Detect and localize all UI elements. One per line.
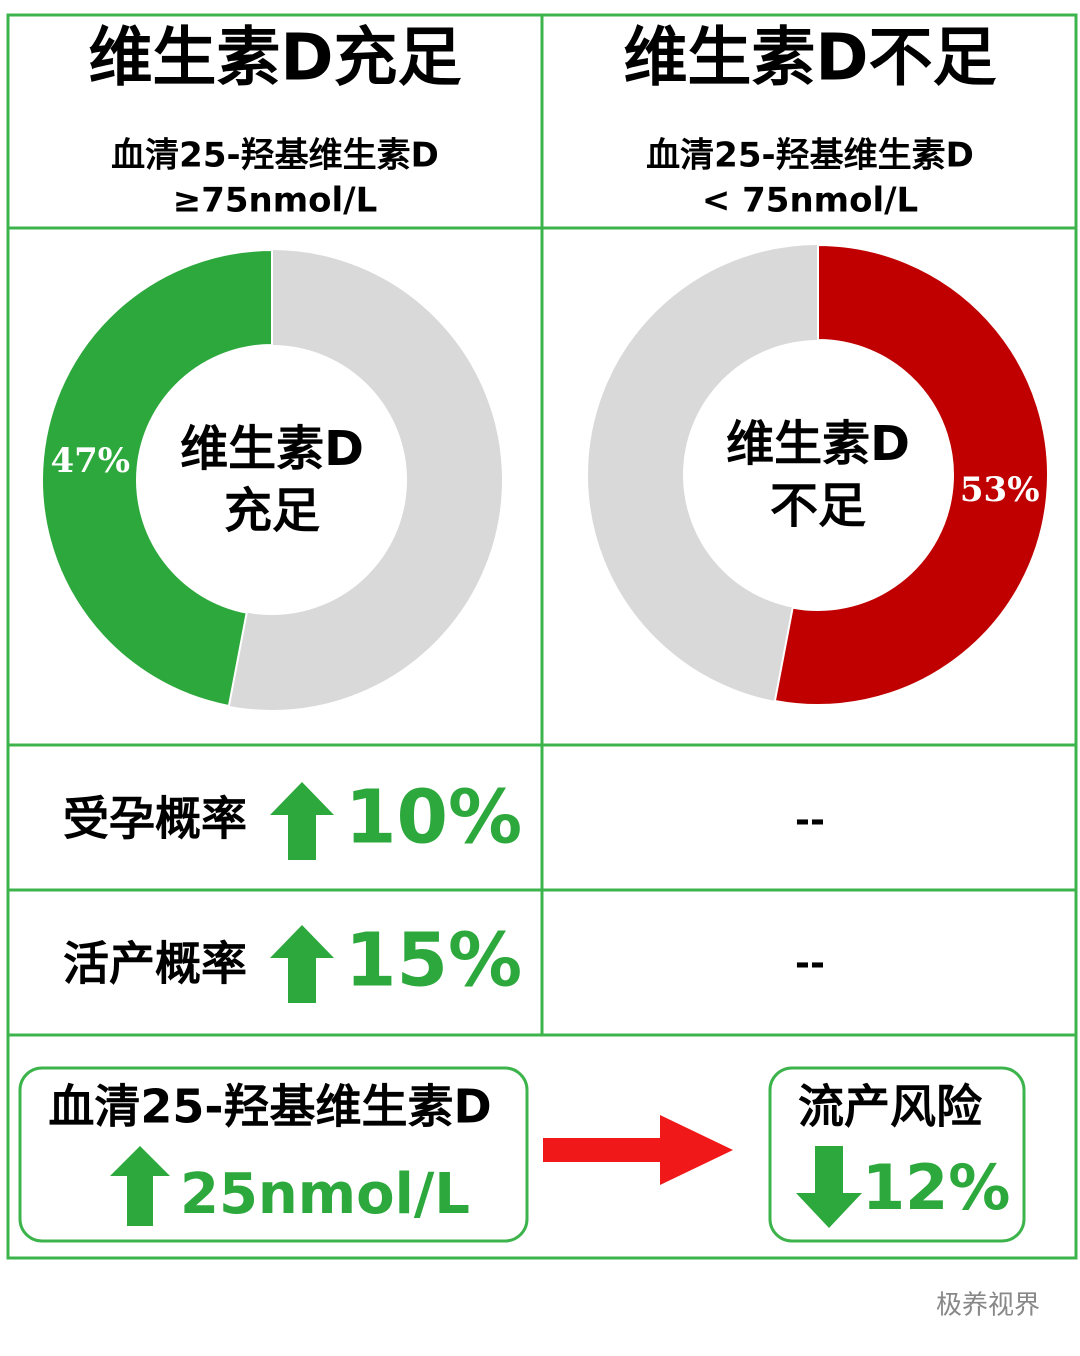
- watermark: 极养视界: [936, 1291, 1040, 1321]
- header-subtitle: 血清25-羟基维生素D: [111, 136, 439, 176]
- center-label: 维生素D: [180, 421, 364, 477]
- header-subtitle: ≥75nmol/L: [173, 181, 378, 221]
- donut-segment: [773, 243, 1049, 706]
- row-value: 10%: [345, 775, 522, 861]
- value-label: 47%: [50, 441, 130, 481]
- header-title: 维生素D充足: [88, 22, 461, 96]
- right-arrow: [543, 1115, 733, 1185]
- header-subtitle: < 75nmol/L: [702, 181, 918, 221]
- up-arrow: [270, 782, 334, 860]
- center-label: 维生素D: [726, 416, 910, 472]
- center-label: 充足: [224, 483, 320, 539]
- bottom-value: 25nmol/L: [180, 1162, 470, 1227]
- row-label: 活产概率: [63, 937, 247, 991]
- bottom-text: 流产风险: [798, 1080, 983, 1134]
- header-subtitle: 血清25-羟基维生素D: [646, 136, 974, 176]
- donut-segment: [41, 248, 273, 708]
- bottom-box: [768, 1066, 1026, 1243]
- up-arrow: [110, 1146, 170, 1226]
- row-other: --: [795, 943, 825, 984]
- row-other: --: [795, 800, 825, 841]
- down-arrow: [796, 1146, 862, 1228]
- bottom-text: 血清25-羟基维生素D: [48, 1080, 491, 1134]
- bottom-box: [18, 1066, 529, 1243]
- bottom-value: 12%: [862, 1151, 1010, 1224]
- header-title: 维生素D不足: [623, 22, 996, 96]
- up-arrow: [270, 925, 334, 1003]
- center-label: 不足: [770, 478, 866, 534]
- donut-charts: 47% 维生素D 充足 53% 维生素D 不足: [41, 243, 1049, 710]
- value-label: 53%: [960, 470, 1040, 510]
- row-value: 15%: [345, 918, 522, 1004]
- row-label: 受孕概率: [63, 792, 247, 846]
